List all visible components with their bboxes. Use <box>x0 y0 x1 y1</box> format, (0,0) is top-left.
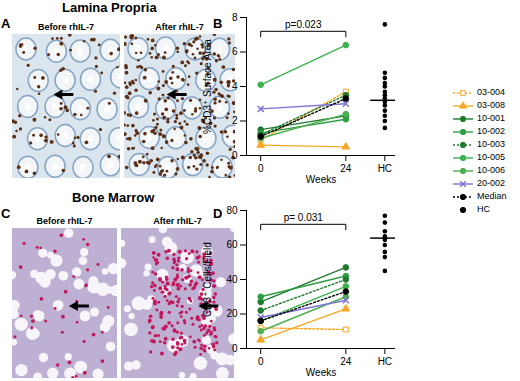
html-text:10-006: 10-006 <box>477 165 505 175</box>
html-text:10-001: 10-001 <box>477 113 505 123</box>
svg-text:p=0.023: p=0.023 <box>285 19 322 30</box>
svg-text:Weeks: Weeks <box>306 174 336 185</box>
html-text:A: A <box>1 16 11 31</box>
html-text:Before rhIL-7: Before rhIL-7 <box>38 22 94 32</box>
html-text:Lamina Propria: Lamina Propria <box>62 0 157 15</box>
svg-text:2: 2 <box>232 115 238 126</box>
html-text:Before rhIL-7: Before rhIL-7 <box>36 216 93 226</box>
svg-text:60: 60 <box>226 239 238 250</box>
svg-text:%CD3⁺ Surface Area: %CD3⁺ Surface Area <box>202 39 213 134</box>
svg-text:40: 40 <box>226 274 238 285</box>
html-text:03-008: 03-008 <box>477 100 505 110</box>
svg-text:0: 0 <box>258 356 264 367</box>
html-text:10-003: 10-003 <box>477 139 505 149</box>
html-text:10-005: 10-005 <box>477 152 505 162</box>
svg-text:HC: HC <box>378 356 392 367</box>
html-text:10-002: 10-002 <box>477 126 505 136</box>
html-text:D: D <box>213 206 223 221</box>
html-text:After rhIL-7: After rhIL-7 <box>153 216 202 226</box>
svg-text:0: 0 <box>258 163 264 174</box>
html-text:Bone Marrow: Bone Marrow <box>72 190 155 205</box>
svg-text:HC: HC <box>378 163 392 174</box>
svg-text:p= 0.031: p= 0.031 <box>284 212 324 223</box>
svg-text:Weeks: Weeks <box>306 367 336 378</box>
svg-text:6: 6 <box>232 46 238 57</box>
html-text:B: B <box>213 16 223 31</box>
svg-text:0: 0 <box>232 150 238 161</box>
html-text:Median: Median <box>477 191 507 201</box>
html-text:20-002: 20-002 <box>477 178 505 188</box>
svg-text:CD3⁺ Cells/Field: CD3⁺ Cells/Field <box>202 242 213 317</box>
svg-text:8: 8 <box>232 12 238 23</box>
svg-text:24: 24 <box>340 356 352 367</box>
svg-text:0: 0 <box>232 343 238 354</box>
html-text:C: C <box>1 206 11 221</box>
html-text:HC: HC <box>477 204 490 214</box>
svg-text:80: 80 <box>226 205 238 216</box>
svg-text:4: 4 <box>232 81 238 92</box>
svg-text:24: 24 <box>340 163 352 174</box>
svg-text:20: 20 <box>226 308 238 319</box>
html-text:After rhIL-7: After rhIL-7 <box>155 22 204 32</box>
html-text:03-004: 03-004 <box>477 87 505 97</box>
